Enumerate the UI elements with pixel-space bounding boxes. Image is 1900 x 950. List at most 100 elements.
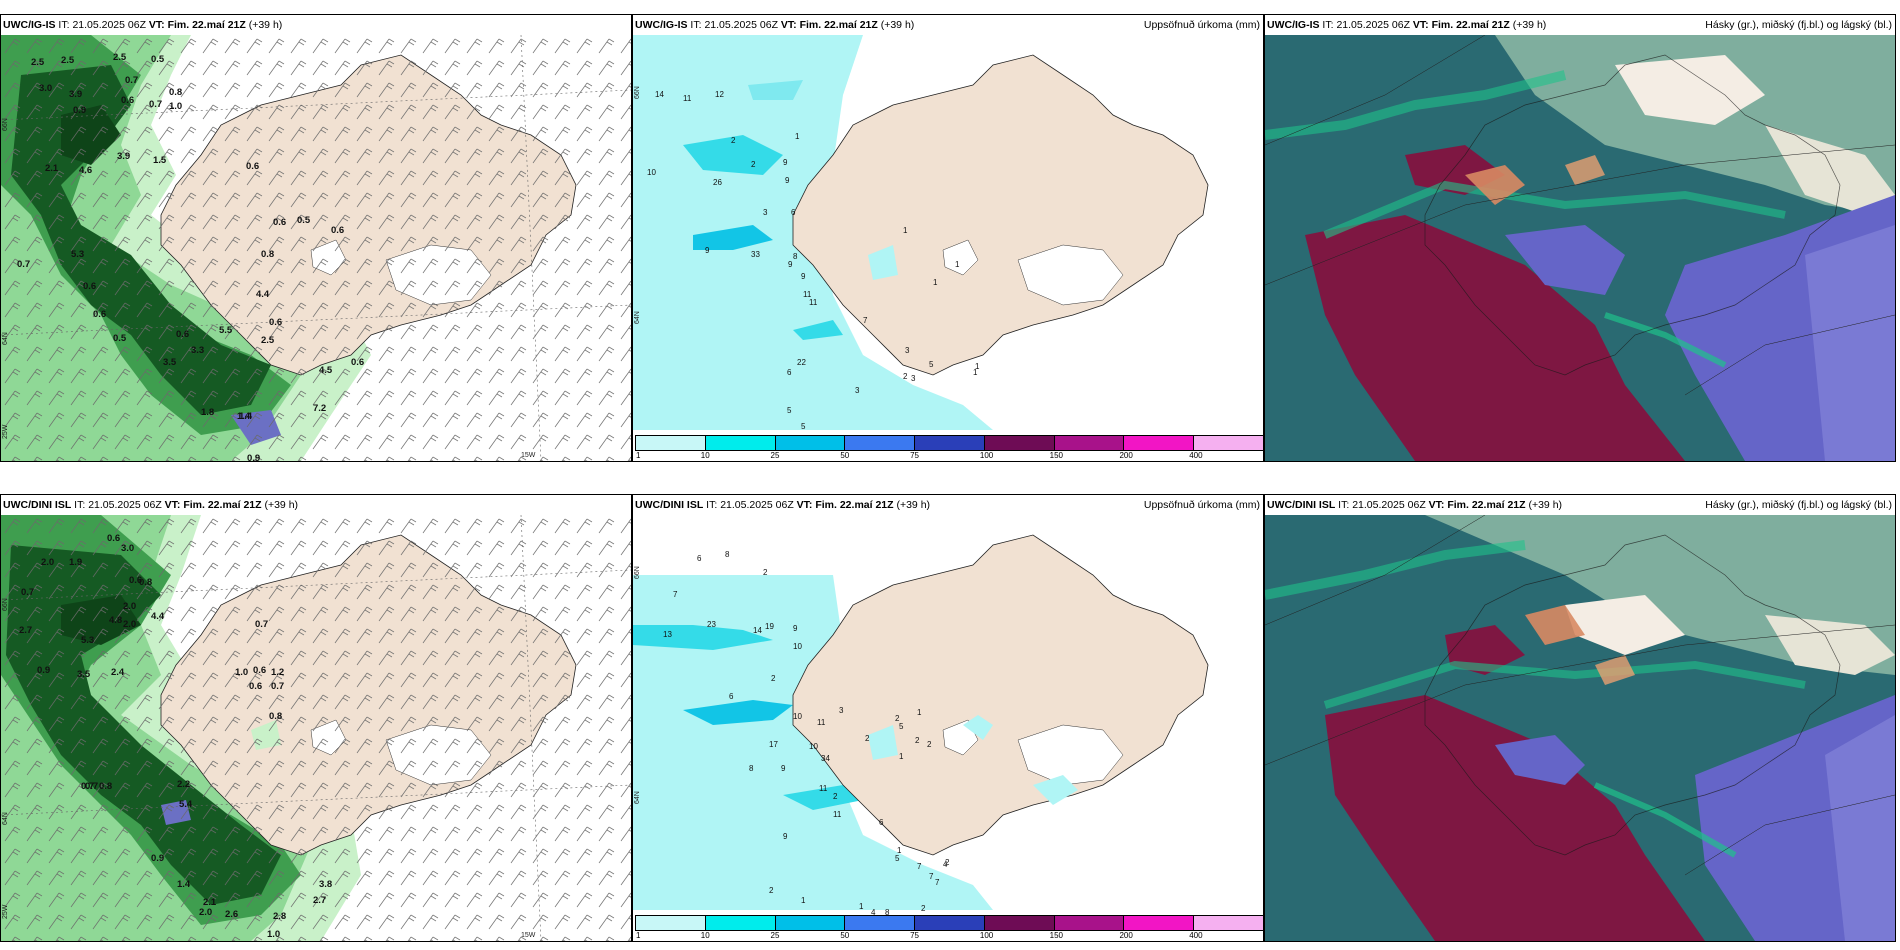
map-value-label: 0.7 <box>149 99 162 110</box>
it-value: 21.05.2025 06Z <box>704 19 778 31</box>
colorbar-swatch <box>914 435 985 451</box>
map-value-label: 9 <box>788 260 793 269</box>
map-value-label: 5 <box>899 722 904 731</box>
wind-value-labels: 2.5 2.5 2.5 0.5 3.0 3.9 0.7 0.9 0.6 0.7 1.0 0.8 3.9 1… <box>17 52 364 461</box>
colorbar-swatch <box>774 435 846 451</box>
map-value-label: 2 <box>771 674 776 683</box>
it-value: 21.05.2025 06Z <box>72 19 146 31</box>
map-value-label: 0.8 <box>169 87 182 98</box>
map-value-label: 33 <box>751 250 760 259</box>
colorbar-tick-label: 75 <box>910 451 920 460</box>
map-value-label: 8 <box>793 252 798 261</box>
map-value-label: 2.0 <box>41 557 54 568</box>
map-value-label: 2.0 <box>123 601 136 612</box>
map-value-label: 0.6 <box>176 329 189 340</box>
it-label: IT: <box>74 499 86 511</box>
map-value-label: 0.6 <box>121 95 134 106</box>
axis-64n: 64N <box>2 332 9 345</box>
map-value-label: 0.7 <box>85 781 98 792</box>
map-value-label: 1.0 <box>169 101 182 112</box>
map-value-label: 2.2 <box>177 779 190 790</box>
map-value-label: 2.1 <box>45 163 59 174</box>
wind-map: 66N 64N 25W 15W 0.6 2.0 1.9 3.0 0.7 0.6 0.8 2.7… <box>1 515 631 941</box>
vt-value: Fim. 22.maí 21Z <box>815 499 894 511</box>
map-value-label: 2 <box>731 136 736 145</box>
map-value-label: 3 <box>905 346 910 355</box>
colorbar-swatch <box>1193 435 1263 451</box>
colorbar-swatch <box>704 435 776 451</box>
map-value-label: 1.9 <box>69 557 82 568</box>
precip-title: Uppsöfnuð úrkoma (mm) <box>1143 19 1260 31</box>
wind-value-labels: 0.62.0 1.93.00.70.60.82.75.34.82.04.42.00… <box>19 533 332 940</box>
map-value-label: 3.0 <box>39 83 52 94</box>
axis-64n: 64N <box>2 812 9 825</box>
vt-value: Fim. 22.maí 21Z <box>1431 19 1510 31</box>
panel-wind-row2: UWC/DINI ISL IT: 21.05.2025 06Z VT: Fim.… <box>0 494 632 942</box>
map-value-label: 5 <box>929 360 934 369</box>
map-value-label: 1 <box>897 846 902 855</box>
map-value-label: 0.7 <box>21 587 34 598</box>
colorbar-tick-label: 50 <box>840 931 850 940</box>
precip-map: 66N 64N 14 11 12 10 2 2 9 1 26 9 3 6 9 9 8 33 9 11 11 7 3 6 22… <box>633 35 1263 461</box>
colorbar-swatch <box>914 915 985 931</box>
colorbar-tick-label: 400 <box>1189 451 1203 460</box>
colorbar-tick-label: 150 <box>1049 931 1064 940</box>
colorbar-swatch <box>635 915 706 931</box>
map-value-label: 0.8 <box>139 577 152 588</box>
map-value-label: 11 <box>683 94 692 103</box>
vt-label: VT: <box>796 499 813 511</box>
map-value-label: 9 <box>781 764 786 773</box>
map-value-label: 4 <box>943 860 948 869</box>
map-value-label: 0.8 <box>99 781 112 792</box>
map-value-label: 2 <box>915 736 920 745</box>
panel-precip-row1: UWC/IG-IS IT: 21.05.2025 06Z VT: Fim. 22… <box>632 14 1264 462</box>
colorbar-tick-label: 1 <box>636 931 641 940</box>
colorbar-swatch <box>635 435 706 451</box>
wind-map-svg: 66N 64N 25W 15W 0.62.0 1.93.00.70.60.82.7… <box>1 515 631 941</box>
map-value-label: 0.8 <box>261 249 274 260</box>
map-value-label: 1.4 <box>239 411 253 422</box>
map-value-label: 5 <box>787 406 792 415</box>
colorbar-swatch <box>983 915 1055 931</box>
map-value-label: 4 <box>871 908 876 917</box>
map-value-label: 6 <box>729 692 734 701</box>
wind-map: 66N 64N 25W 15W 2.5 2.5 2.5 0.5 3.0 3.9 0.7 0.9… <box>1 35 631 461</box>
colorbar-tick-label: 1 <box>636 451 641 460</box>
map-value-label: 2 <box>865 734 870 743</box>
map-value-label: 11 <box>833 810 842 819</box>
map-value-label: 0.7 <box>125 75 138 86</box>
map-value-label: 14 <box>655 90 664 99</box>
map-value-label: 10 <box>793 712 802 721</box>
map-value-label: 2.0 <box>123 619 136 630</box>
map-value-label: 4.4 <box>151 611 165 622</box>
map-value-label: 2.6 <box>225 909 238 920</box>
colorbar-tick-label: 25 <box>770 931 780 940</box>
map-value-label: 0.6 <box>351 357 364 368</box>
map-value-label: 23 <box>707 620 716 629</box>
panel-header: UWC/IG-IS IT: 21.05.2025 06Z VT: Fim. 22… <box>1265 15 1895 35</box>
vt-label: VT: <box>148 19 165 31</box>
map-value-label: 0.9 <box>37 665 50 676</box>
axis-66n: 66N <box>634 566 641 579</box>
it-value: 21.05.2025 06Z <box>1336 19 1410 31</box>
cloud-title: Hásky (gr.), miðský (fj.bl.) og lágský (… <box>1705 19 1892 31</box>
axis-64n: 64N <box>634 311 641 324</box>
map-value-label: 1.0 <box>267 929 280 940</box>
map-value-label: 1 <box>801 896 806 905</box>
map-value-label: 3.8 <box>319 879 332 890</box>
map-value-label: 19 <box>765 622 774 631</box>
vt-value: Fim. 22.maí 21Z <box>183 499 262 511</box>
map-value-label: 6 <box>697 554 702 563</box>
map-value-label: 3.5 <box>163 357 177 368</box>
map-value-label: 3.0 <box>121 543 134 554</box>
colorbar-swatch <box>704 915 776 931</box>
panel-cloud-row2: UWC/DINI ISL IT: 21.05.2025 06Z VT: Fim.… <box>1264 494 1896 942</box>
map-value-label: 2.4 <box>111 667 125 678</box>
axis-66n: 66N <box>634 86 641 99</box>
map-value-label: 3.9 <box>117 151 130 162</box>
map-value-label: 6 <box>879 818 884 827</box>
lead-time: (+39 h) <box>264 499 299 511</box>
map-value-label: 2.0 <box>199 907 212 918</box>
panel-header: UWC/DINI ISL IT: 21.05.2025 06Z VT: Fim.… <box>633 495 1263 515</box>
